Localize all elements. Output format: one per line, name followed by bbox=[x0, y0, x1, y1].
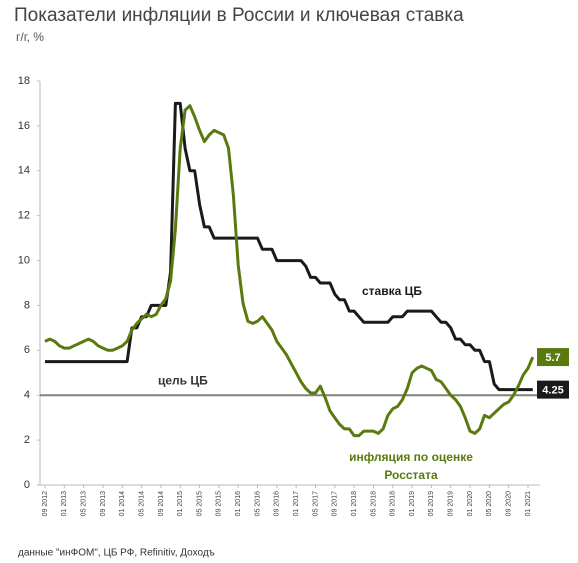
series-line bbox=[44, 104, 535, 438]
y-tick-label: 18 bbox=[18, 75, 30, 87]
y-tick-label: 2 bbox=[24, 434, 30, 446]
x-tick-label: 05 2017 bbox=[312, 491, 319, 516]
x-tick-label: 09 2017 bbox=[332, 491, 339, 516]
chart-subtitle: г/г, % bbox=[16, 30, 44, 44]
y-tick-label: 16 bbox=[18, 120, 30, 132]
x-tick-label: 09 2018 bbox=[390, 491, 397, 516]
y-tick-label: 6 bbox=[24, 344, 30, 356]
x-tick-label: 09 2014 bbox=[158, 491, 165, 516]
series-label: инфляция по оценке bbox=[349, 450, 473, 464]
x-tick-label: 05 2019 bbox=[428, 491, 435, 516]
x-tick-label: 01 2013 bbox=[61, 491, 68, 516]
y-tick-label: 0 bbox=[24, 479, 30, 491]
x-tick-label: 09 2013 bbox=[100, 491, 107, 516]
series-label: ставка ЦБ bbox=[362, 284, 422, 298]
x-tick-label: 09 2019 bbox=[448, 491, 455, 516]
y-tick-label: 14 bbox=[18, 165, 30, 177]
x-tick-label: 05 2014 bbox=[138, 491, 145, 516]
x-tick-label: 05 2018 bbox=[370, 491, 377, 516]
x-tick-label: 05 2013 bbox=[80, 491, 87, 516]
x-tick-label: 01 2018 bbox=[351, 491, 358, 516]
y-tick-label: 10 bbox=[18, 254, 30, 266]
x-tick-label: 01 2020 bbox=[467, 491, 474, 516]
x-tick-label: 01 2014 bbox=[119, 491, 126, 516]
x-tick-label: 05 2015 bbox=[196, 491, 203, 516]
x-tick-label: 09 2016 bbox=[274, 491, 281, 516]
y-tick-label: 8 bbox=[24, 299, 30, 311]
y-tick-label: 4 bbox=[24, 389, 30, 401]
x-tick-label: 09 2015 bbox=[216, 491, 223, 516]
series-line bbox=[45, 101, 533, 392]
end-label-box bbox=[537, 380, 569, 399]
end-label-box bbox=[537, 348, 569, 367]
x-tick-label: 01 2015 bbox=[177, 491, 184, 516]
end-label: 5.7 bbox=[545, 352, 560, 364]
x-tick-label: 05 2020 bbox=[486, 491, 493, 516]
x-tick-label: 05 2016 bbox=[254, 491, 261, 516]
x-tick-label: 01 2019 bbox=[409, 491, 416, 516]
x-tick-label: 01 2021 bbox=[525, 491, 532, 516]
chart-title: Показатели инфляции в России и ключевая … bbox=[14, 5, 464, 26]
x-tick-label: 09 2012 bbox=[42, 491, 49, 516]
series-label: Росстата bbox=[384, 468, 438, 482]
y-tick-label: 12 bbox=[18, 210, 30, 222]
end-label: 4.25 bbox=[542, 385, 563, 397]
source: данные "инФОМ", ЦБ РФ, Refinitiv, Доходъ bbox=[18, 548, 215, 559]
x-tick-label: 01 2017 bbox=[293, 491, 300, 516]
x-tick-label: 01 2016 bbox=[235, 491, 242, 516]
target-label: цель ЦБ bbox=[158, 373, 208, 387]
x-tick-label: 09 2020 bbox=[506, 491, 513, 516]
